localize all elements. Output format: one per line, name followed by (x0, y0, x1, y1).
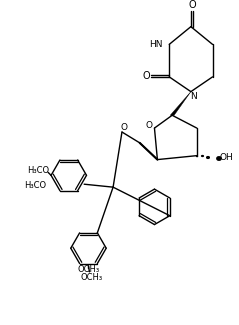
Text: O: O (188, 0, 196, 10)
Text: H₃CO: H₃CO (27, 166, 49, 175)
Text: H₃CO: H₃CO (24, 181, 46, 190)
Polygon shape (170, 92, 191, 115)
Text: OH: OH (219, 153, 233, 162)
Text: N: N (190, 92, 197, 101)
Text: OCH₃: OCH₃ (80, 273, 103, 282)
Text: O: O (120, 123, 127, 132)
Text: O: O (143, 71, 150, 81)
Text: HN: HN (149, 40, 162, 49)
Text: OCH₃: OCH₃ (77, 265, 100, 274)
Text: O: O (145, 121, 152, 130)
